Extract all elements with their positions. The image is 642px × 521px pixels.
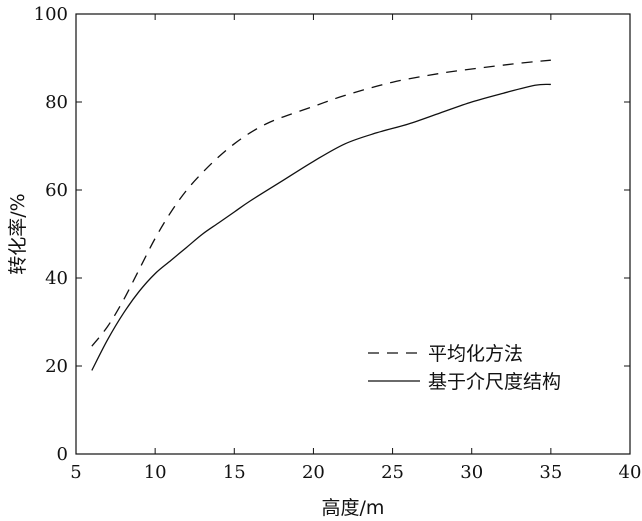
x-tick-label: 25 (381, 462, 404, 483)
plot-frame (75, 13, 631, 455)
axes-layer (75, 13, 631, 455)
series-layer (91, 59, 551, 371)
y-tick-label: 20 (45, 356, 68, 377)
x-tick-label: 5 (70, 462, 81, 483)
x-tick-label: 20 (302, 462, 325, 483)
y-tick-label: 80 (45, 92, 68, 113)
y-tick-label: 100 (34, 4, 68, 25)
x-tick-label: 40 (619, 462, 642, 483)
legend: 平均化方法 基于介尺度结构 (368, 343, 561, 393)
legend-label-average-method: 平均化方法 (428, 343, 523, 365)
x-axis-title: 高度/m (322, 497, 385, 519)
ticks-layer: 5 10 15 20 25 30 35 40 0 20 40 60 80 100 (34, 4, 642, 483)
y-tick-label: 40 (45, 268, 68, 289)
x-tick-label: 15 (223, 462, 246, 483)
legend-label-mesoscale: 基于介尺度结构 (428, 371, 561, 393)
y-tick-label: 0 (57, 444, 68, 465)
series-line-average-method (91, 59, 551, 347)
x-tick-label: 10 (144, 462, 167, 483)
y-tick-label: 60 (45, 180, 68, 201)
x-tick-label: 35 (539, 462, 562, 483)
y-axis-title: 转化率/% (7, 193, 29, 274)
series-line-mesoscale (91, 83, 551, 371)
x-tick-label: 30 (460, 462, 483, 483)
